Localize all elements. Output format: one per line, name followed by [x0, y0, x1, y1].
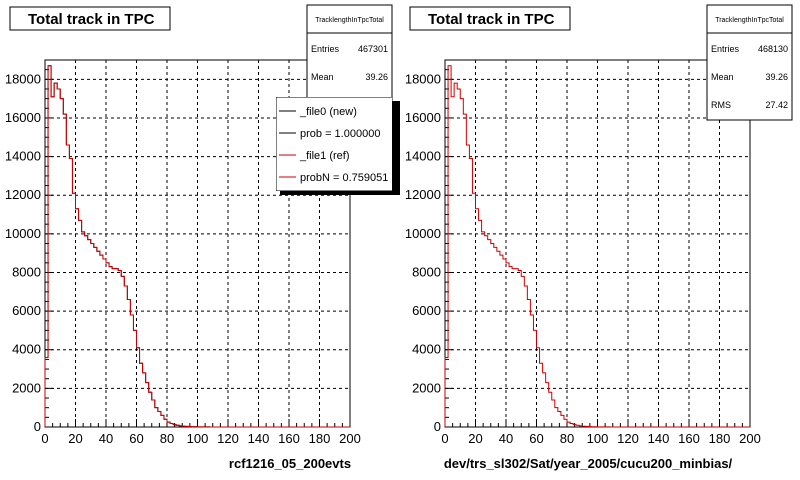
- legend-entry: _file1 (ref): [299, 150, 350, 162]
- x-tick-label: 120: [617, 431, 639, 446]
- x-tick-label: 40: [499, 431, 513, 446]
- stats-name: TracklengthInTpcTotal: [715, 17, 784, 24]
- y-tick-label: 0: [34, 419, 41, 434]
- x-tick-label: 20: [68, 431, 82, 446]
- histogram-series-1: [44, 65, 350, 428]
- x-tick-label: 100: [587, 431, 609, 446]
- x-axis-label: dev/trs_sl302/Sat/year_2005/cucu200_minb…: [444, 456, 733, 471]
- stats-label: Entries: [711, 44, 740, 54]
- y-tick-label: 4000: [12, 342, 41, 357]
- y-tick-label: 14000: [5, 149, 41, 164]
- y-tick-label: 16000: [405, 110, 441, 125]
- x-tick-label: 160: [278, 431, 300, 446]
- x-tick-label: 20: [468, 431, 482, 446]
- y-tick-label: 4000: [412, 342, 441, 357]
- x-tick-label: 80: [160, 431, 174, 446]
- y-tick-label: 2000: [412, 380, 441, 395]
- x-tick-label: 40: [99, 431, 113, 446]
- x-tick-label: 0: [441, 431, 448, 446]
- histogram-series-0: [444, 65, 750, 428]
- x-tick-label: 60: [129, 431, 143, 446]
- x-tick-label: 180: [309, 431, 331, 446]
- y-tick-label: 14000: [405, 149, 441, 164]
- y-tick-label: 6000: [12, 303, 41, 318]
- legend-entry: probN = 0.759051: [300, 172, 388, 184]
- x-tick-label: 0: [41, 431, 48, 446]
- histogram-panel-left: 0 20 40 60 80 100 120 140 160 180 2000200040006000…: [5, 4, 400, 471]
- stats-label: Mean: [711, 72, 734, 82]
- x-tick-label: 100: [187, 431, 209, 446]
- y-tick-label: 12000: [5, 187, 41, 202]
- title-box: [9, 6, 171, 31]
- stats-label: RMS: [711, 100, 731, 110]
- stats-box: [706, 4, 793, 121]
- x-tick-label: 200: [739, 431, 761, 446]
- x-tick-label: 200: [339, 431, 361, 446]
- x-tick-label: 160: [678, 431, 700, 446]
- y-tick-label: 18000: [5, 71, 41, 86]
- x-tick-label: 140: [648, 431, 670, 446]
- y-tick-label: 0: [434, 419, 441, 434]
- x-tick-label: 120: [217, 431, 239, 446]
- x-tick-label: 140: [248, 431, 270, 446]
- x-tick-label: 180: [709, 431, 731, 446]
- stats-value: 467301: [358, 44, 388, 54]
- y-tick-label: 10000: [405, 226, 441, 241]
- chart-title: Total track in TPC: [28, 11, 155, 28]
- stats-name: TracklengthInTpcTotal: [315, 17, 384, 24]
- y-tick-label: 6000: [412, 303, 441, 318]
- stats-value: 468130: [758, 44, 788, 54]
- legend-entry: _file0 (new): [299, 106, 357, 118]
- stats-value: 27.42: [765, 100, 788, 110]
- y-tick-label: 8000: [412, 264, 441, 279]
- x-axis-label: rcf1216_05_200evts: [229, 456, 351, 471]
- y-tick-label: 16000: [5, 110, 41, 125]
- legend-box: [276, 97, 392, 191]
- y-tick-label: 10000: [5, 226, 41, 241]
- legend: _file0 (new) prob = 1.000000 _file1 (ref) p…: [276, 97, 392, 191]
- histogram-panel-right: 0 20 40 60 80 100 120 140 160 180 2000200040006000…: [405, 4, 793, 471]
- chart-title: Total track in TPC: [428, 11, 555, 28]
- title-box: [409, 6, 571, 31]
- y-tick-label: 18000: [405, 71, 441, 86]
- stats-label: Entries: [311, 44, 340, 54]
- legend-entry: prob = 1.000000: [300, 128, 380, 140]
- y-tick-label: 8000: [12, 264, 41, 279]
- x-tick-label: 80: [560, 431, 574, 446]
- stats-value: 39.26: [765, 72, 788, 82]
- stats-value: 39.26: [365, 72, 388, 82]
- stats-label: Mean: [311, 72, 334, 82]
- y-tick-label: 2000: [12, 380, 41, 395]
- y-tick-label: 12000: [405, 187, 441, 202]
- x-tick-label: 60: [529, 431, 543, 446]
